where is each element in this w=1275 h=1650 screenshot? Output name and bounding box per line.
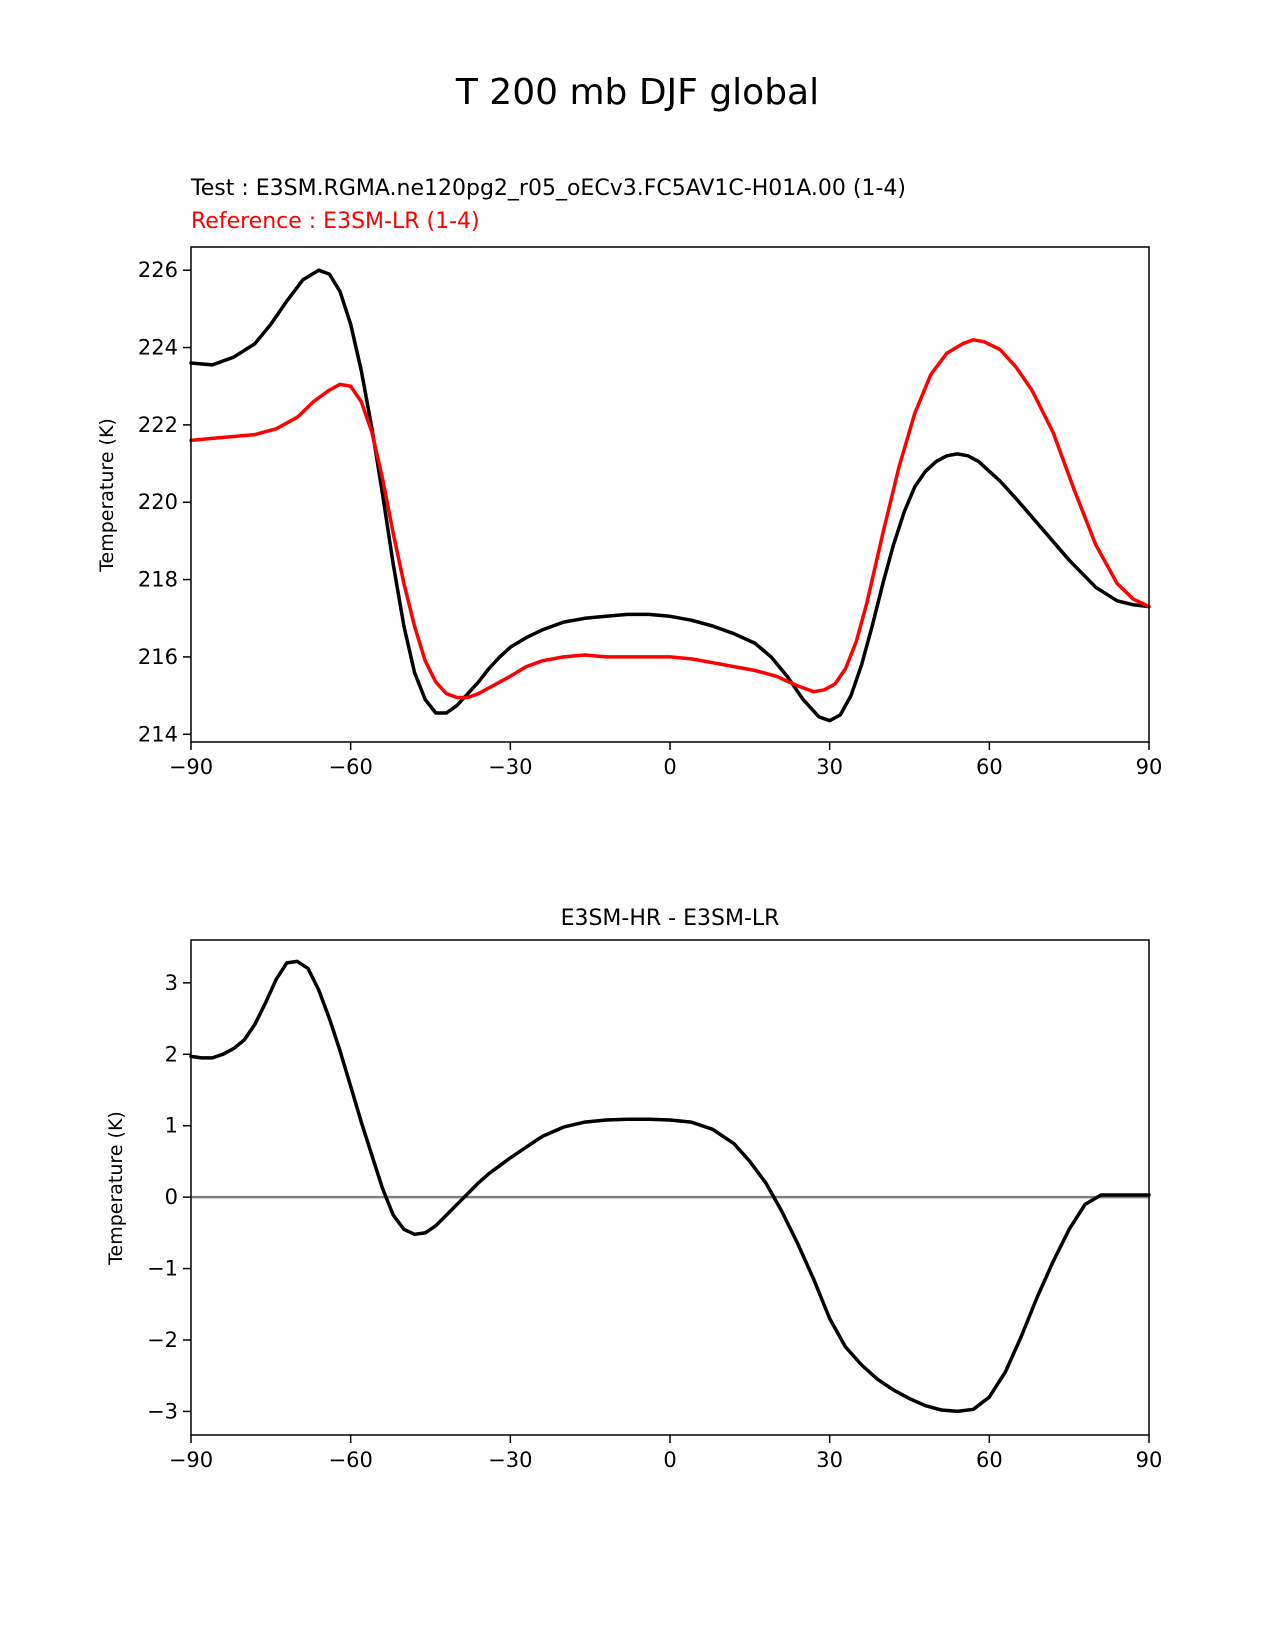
difference-panel-title: E3SM-HR - E3SM-LR bbox=[560, 906, 780, 931]
x-tick-label: 90 bbox=[1136, 755, 1163, 779]
y-axis-label: Temperature (K) bbox=[105, 1111, 127, 1266]
x-tick-label: −60 bbox=[329, 755, 373, 779]
bottom-panel-difference: −90 −60 −30 0 30 60 90 −3 −2 −1 0 1 2 3 Temperature (K… bbox=[105, 939, 1163, 1472]
top-panel-temperature: −90 −60 −30 0 30 60 90 214 216 218 220 222 224 226 Tem… bbox=[96, 246, 1163, 779]
y-tick-label: 3 bbox=[165, 971, 178, 995]
x-tick-label: 30 bbox=[816, 1448, 843, 1472]
x-tick-label: −60 bbox=[329, 1448, 373, 1472]
y-tick-label: 216 bbox=[138, 645, 178, 669]
x-tick-label: 0 bbox=[663, 1448, 676, 1472]
x-tick-label: 60 bbox=[976, 1448, 1003, 1472]
x-tick-label: −30 bbox=[488, 1448, 532, 1472]
x-tick-label: 90 bbox=[1136, 1448, 1163, 1472]
y-tick-label: 226 bbox=[138, 258, 178, 282]
test-label: Test : E3SM.RGMA.ne120pg2_r05_oECv3.FC5A… bbox=[191, 176, 906, 201]
y-tick-label: 2 bbox=[165, 1042, 178, 1066]
x-tick-label: −30 bbox=[488, 755, 532, 779]
y-tick-label: 220 bbox=[138, 490, 178, 514]
plot-frame bbox=[190, 939, 1150, 1436]
y-tick-label: 224 bbox=[138, 336, 178, 360]
y-axis-label: Temperature (K) bbox=[96, 418, 118, 573]
y-tick-label: 218 bbox=[138, 568, 178, 592]
y-tick-label: −2 bbox=[147, 1328, 178, 1352]
test-series-line bbox=[189, 268, 1151, 723]
y-tick-label: 0 bbox=[165, 1185, 178, 1209]
reference-label: Reference : E3SM-LR (1-4) bbox=[191, 209, 480, 234]
y-tick-label: 1 bbox=[165, 1114, 178, 1138]
x-tick-label: 30 bbox=[816, 755, 843, 779]
y-tick-label: 222 bbox=[138, 413, 178, 437]
y-tick-label: −3 bbox=[147, 1399, 178, 1423]
figure-title: T 200 mb DJF global bbox=[455, 72, 820, 113]
x-tick-label: 60 bbox=[976, 755, 1003, 779]
y-tick-label: −1 bbox=[147, 1257, 178, 1281]
x-tick-label: −90 bbox=[169, 1448, 213, 1472]
x-tick-label: −90 bbox=[169, 755, 213, 779]
plot-frame bbox=[190, 246, 1150, 743]
difference-series-line bbox=[189, 959, 1151, 1414]
y-tick-label: 214 bbox=[138, 722, 178, 746]
reference-series-line bbox=[189, 338, 1151, 700]
x-tick-label: 0 bbox=[663, 755, 676, 779]
